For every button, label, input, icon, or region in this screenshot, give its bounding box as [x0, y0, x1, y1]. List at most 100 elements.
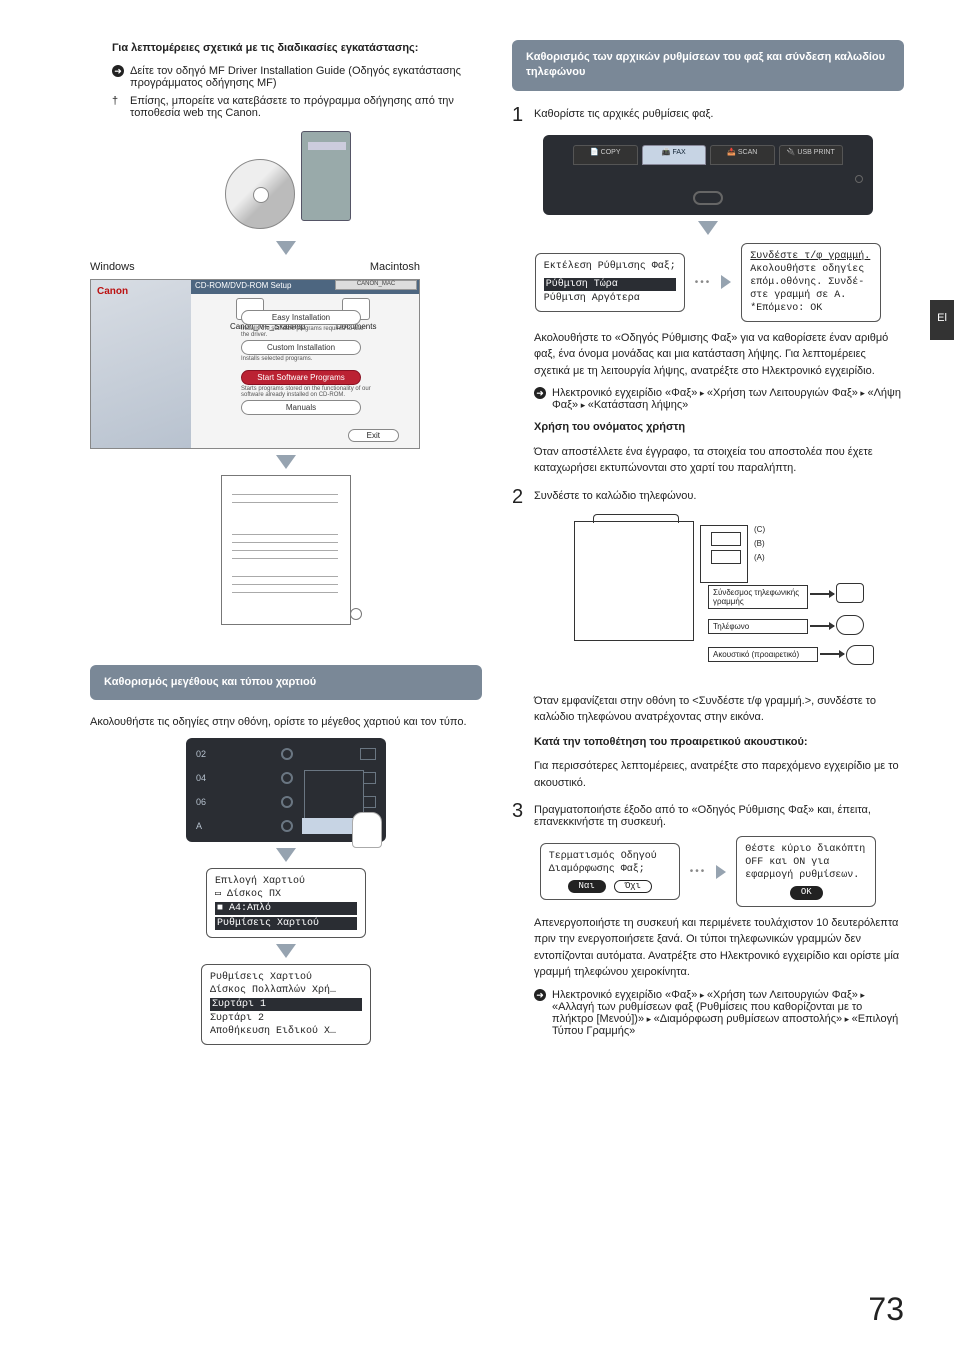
- tab-fax: 📠 FAX: [642, 145, 707, 165]
- page-number: 73: [868, 1291, 904, 1328]
- arrow-circle-icon: ➜: [534, 989, 552, 1001]
- step-2-text: Συνδέστε το καλώδιο τηλεφώνου.: [534, 487, 904, 507]
- dots-icon: •••: [690, 866, 707, 877]
- tab-copy: 📄 COPY: [573, 145, 638, 165]
- easy-install-desc: Installs the standard programs required …: [241, 326, 371, 338]
- port-b-label: (B): [754, 539, 765, 548]
- start-programs-button[interactable]: Start Software Programs: [241, 370, 361, 385]
- lcdA-line2: Ρύθμιση Τώρα: [544, 278, 676, 291]
- lcd1-line4: Ρυθμίσεις Χαρτιού: [215, 917, 357, 930]
- setup-window: Canon CD-ROM/DVD-ROM Setup CANON_MAC Can…: [90, 279, 420, 449]
- lcd-yes-button[interactable]: Ναι: [568, 880, 606, 894]
- step-3-number: 3: [512, 801, 524, 828]
- lcdC-line2: Διαμόρφωσης Φαξ;: [549, 863, 671, 876]
- lcd2-line2: Δίσκος Πολλαπλών Χρή…: [210, 984, 362, 997]
- install-heading: Για λεπτομέρειες σχετικά με τις διαδικασ…: [112, 40, 482, 57]
- lcd-ok-button[interactable]: OK: [790, 886, 823, 900]
- phone-connection-diagram: (C) (B) (A) Σύνδεσμος τηλεφωνικής γραμμή…: [558, 513, 858, 683]
- lcdD-line1: Θέστε κύριο διακόπτη: [745, 843, 867, 856]
- control-panel-illustration: 02 04 06 A: [186, 738, 386, 842]
- lcdD-line3: εφαρμογή ρυθμίσεων.: [745, 869, 867, 882]
- lcdA-line3: Ρύθμιση Αργότερα: [544, 292, 676, 305]
- flow-arrow-right-icon: [716, 865, 726, 879]
- flow-arrow-down-icon: [276, 944, 296, 958]
- ref-driver-guide: Δείτε τον οδηγό MF Driver Installation G…: [130, 65, 482, 89]
- lcd-connect-line: Συνδέστε τ/φ γραμμή. Ακολουθήστε οδηγίες…: [741, 243, 881, 322]
- tray-icon: ▭: [215, 889, 221, 900]
- os-mac-label: Macintosh: [370, 261, 420, 273]
- language-tab: El: [930, 300, 954, 340]
- phone-icon: [836, 615, 864, 635]
- lcd-paper-select: Επιλογή Χαρτιού ▭ Δίσκος ΠΧ ■ A4:Απλό Ρυ…: [206, 868, 366, 938]
- lcdB-line4: στε γραμμή σε A.: [750, 289, 872, 302]
- fax-panel-illustration: 📄 COPY 📠 FAX 📥 SCAN 🔌 USB PRINT: [543, 135, 873, 215]
- username-subheader: Χρήση του ονόματος χρήστη: [534, 419, 904, 436]
- lcd-fax-setup-prompt: Εκτέλεση Ρύθμισης Φαξ; Ρύθμιση Τώρα Ρύθμ…: [535, 253, 685, 312]
- connect-line-paragraph: Όταν εμφανίζεται στην οθόνη το <Συνδέστε…: [534, 693, 904, 726]
- paper-settings-section-header: Καθορισμός μεγέθους και τύπου χαρτιού: [90, 665, 482, 700]
- start-programs-desc: Starts programs stored on the functional…: [241, 386, 381, 398]
- lcd-no-button[interactable]: Όχι: [614, 880, 652, 894]
- panel-row-a: A: [196, 821, 214, 831]
- port-a-label: (A): [754, 553, 765, 562]
- ref-fax-manual-2: Ηλεκτρονικό εγχειρίδιο «Φαξ»«Χρήση των Λ…: [552, 989, 904, 1037]
- dagger-icon: †: [112, 95, 130, 107]
- flow-arrow-down-icon: [698, 221, 718, 235]
- step-2-number: 2: [512, 487, 524, 507]
- handset-icon: [846, 645, 874, 665]
- lcdA-line1: Εκτέλεση Ρύθμισης Φαξ;: [544, 260, 676, 273]
- port-c-label: (C): [754, 525, 765, 534]
- custom-install-button[interactable]: Custom Installation: [241, 340, 361, 355]
- manuals-button[interactable]: Manuals: [241, 400, 361, 415]
- lcdC-line1: Τερματισμός Οδηγού: [549, 850, 671, 863]
- flow-arrow-down-icon: [276, 455, 296, 469]
- cd-monitor-illustration: [211, 125, 361, 235]
- lcdD-line2: OFF και ON για: [745, 856, 867, 869]
- restart-paragraph: Απενεργοποιήστε τη συσκευή και περιμένετ…: [534, 915, 904, 981]
- mac-window-title: CANON_MAC: [335, 280, 417, 290]
- printout-illustration: [221, 475, 351, 625]
- lcd-exit-guide: Τερματισμός Οδηγού Διαμόρφωσης Φαξ; Ναι …: [540, 843, 680, 901]
- lcd2-line1: Ρυθμίσεις Χαρτιού: [210, 971, 362, 984]
- os-windows-label: Windows: [90, 261, 135, 273]
- panel-row-02: 02: [196, 749, 214, 759]
- flow-arrow-down-icon: [276, 241, 296, 255]
- arrow-circle-icon: ➜: [534, 387, 552, 399]
- easy-install-button[interactable]: Easy Installation: [241, 310, 361, 325]
- dots-icon: •••: [695, 277, 712, 288]
- lcd1-line2: Δίσκος ΠΧ: [227, 889, 281, 900]
- step-3-text: Πραγματοποιήστε έξοδο από το «Οδηγός Ρύθ…: [534, 801, 904, 828]
- arrow-circle-icon: ➜: [112, 65, 130, 77]
- flow-arrow-right-icon: [721, 275, 731, 289]
- lcd1-line1: Επιλογή Χαρτιού: [215, 875, 357, 888]
- lcd2-line4: Συρτάρι 2: [210, 1012, 362, 1025]
- hand-icon: [352, 812, 382, 848]
- exit-button[interactable]: Exit: [348, 429, 399, 442]
- step-1-number: 1: [512, 105, 524, 125]
- step-1-text: Καθορίστε τις αρχικές ρυθμίσεις φαξ.: [534, 105, 904, 125]
- wall-jack-icon: [836, 583, 864, 603]
- handset-caption: Ακουστικό (προαιρετικό): [708, 647, 818, 662]
- ref-canon-web: Επίσης, μπορείτε να κατεβάσετε το πρόγρα…: [130, 95, 482, 119]
- ref-fax-manual-1: Ηλεκτρονικό εγχειρίδιο «Φαξ»«Χρήση των Λ…: [552, 387, 904, 411]
- lcd1-line3: A4:Απλό: [229, 903, 271, 914]
- custom-install-desc: Installs selected programs.: [241, 356, 312, 362]
- tab-usb: 🔌 USB PRINT: [779, 145, 844, 165]
- username-body: Όταν αποστέλλετε ένα έγγραφο, τα στοιχεί…: [534, 444, 904, 477]
- lcdB-line5: *Επόμενο: OK: [750, 302, 872, 315]
- tray-icon: ■: [217, 903, 223, 914]
- panel-row-06: 06: [196, 797, 214, 807]
- tab-scan: 📥 SCAN: [710, 145, 775, 165]
- lcd-restart: Θέστε κύριο διακόπτη OFF και ON για εφαρ…: [736, 836, 876, 907]
- flow-arrow-down-icon: [276, 848, 296, 862]
- lcdB-line3: επόμ.οθόνης. Συνδέ-: [750, 276, 872, 289]
- brand-logo: Canon: [97, 286, 128, 297]
- line-caption: Σύνδεσμος τηλεφωνικής γραμμής: [708, 585, 808, 609]
- fax-guide-paragraph: Ακολουθήστε το «Οδηγός Ρύθμισης Φαξ» για…: [534, 330, 904, 380]
- lcd-paper-settings: Ρυθμίσεις Χαρτιού Δίσκος Πολλαπλών Χρή… …: [201, 964, 371, 1045]
- phone-caption: Τηλέφωνο: [708, 619, 808, 634]
- lcd2-line3: Συρτάρι 1: [210, 998, 362, 1011]
- lcdB-line2: Ακολουθήστε οδηγίες: [750, 263, 872, 276]
- optional-handset-heading: Κατά την τοποθέτηση του προαιρετικού ακο…: [534, 734, 904, 751]
- paper-settings-body: Ακολουθήστε τις οδηγίες στην οθόνη, ορίσ…: [90, 714, 482, 731]
